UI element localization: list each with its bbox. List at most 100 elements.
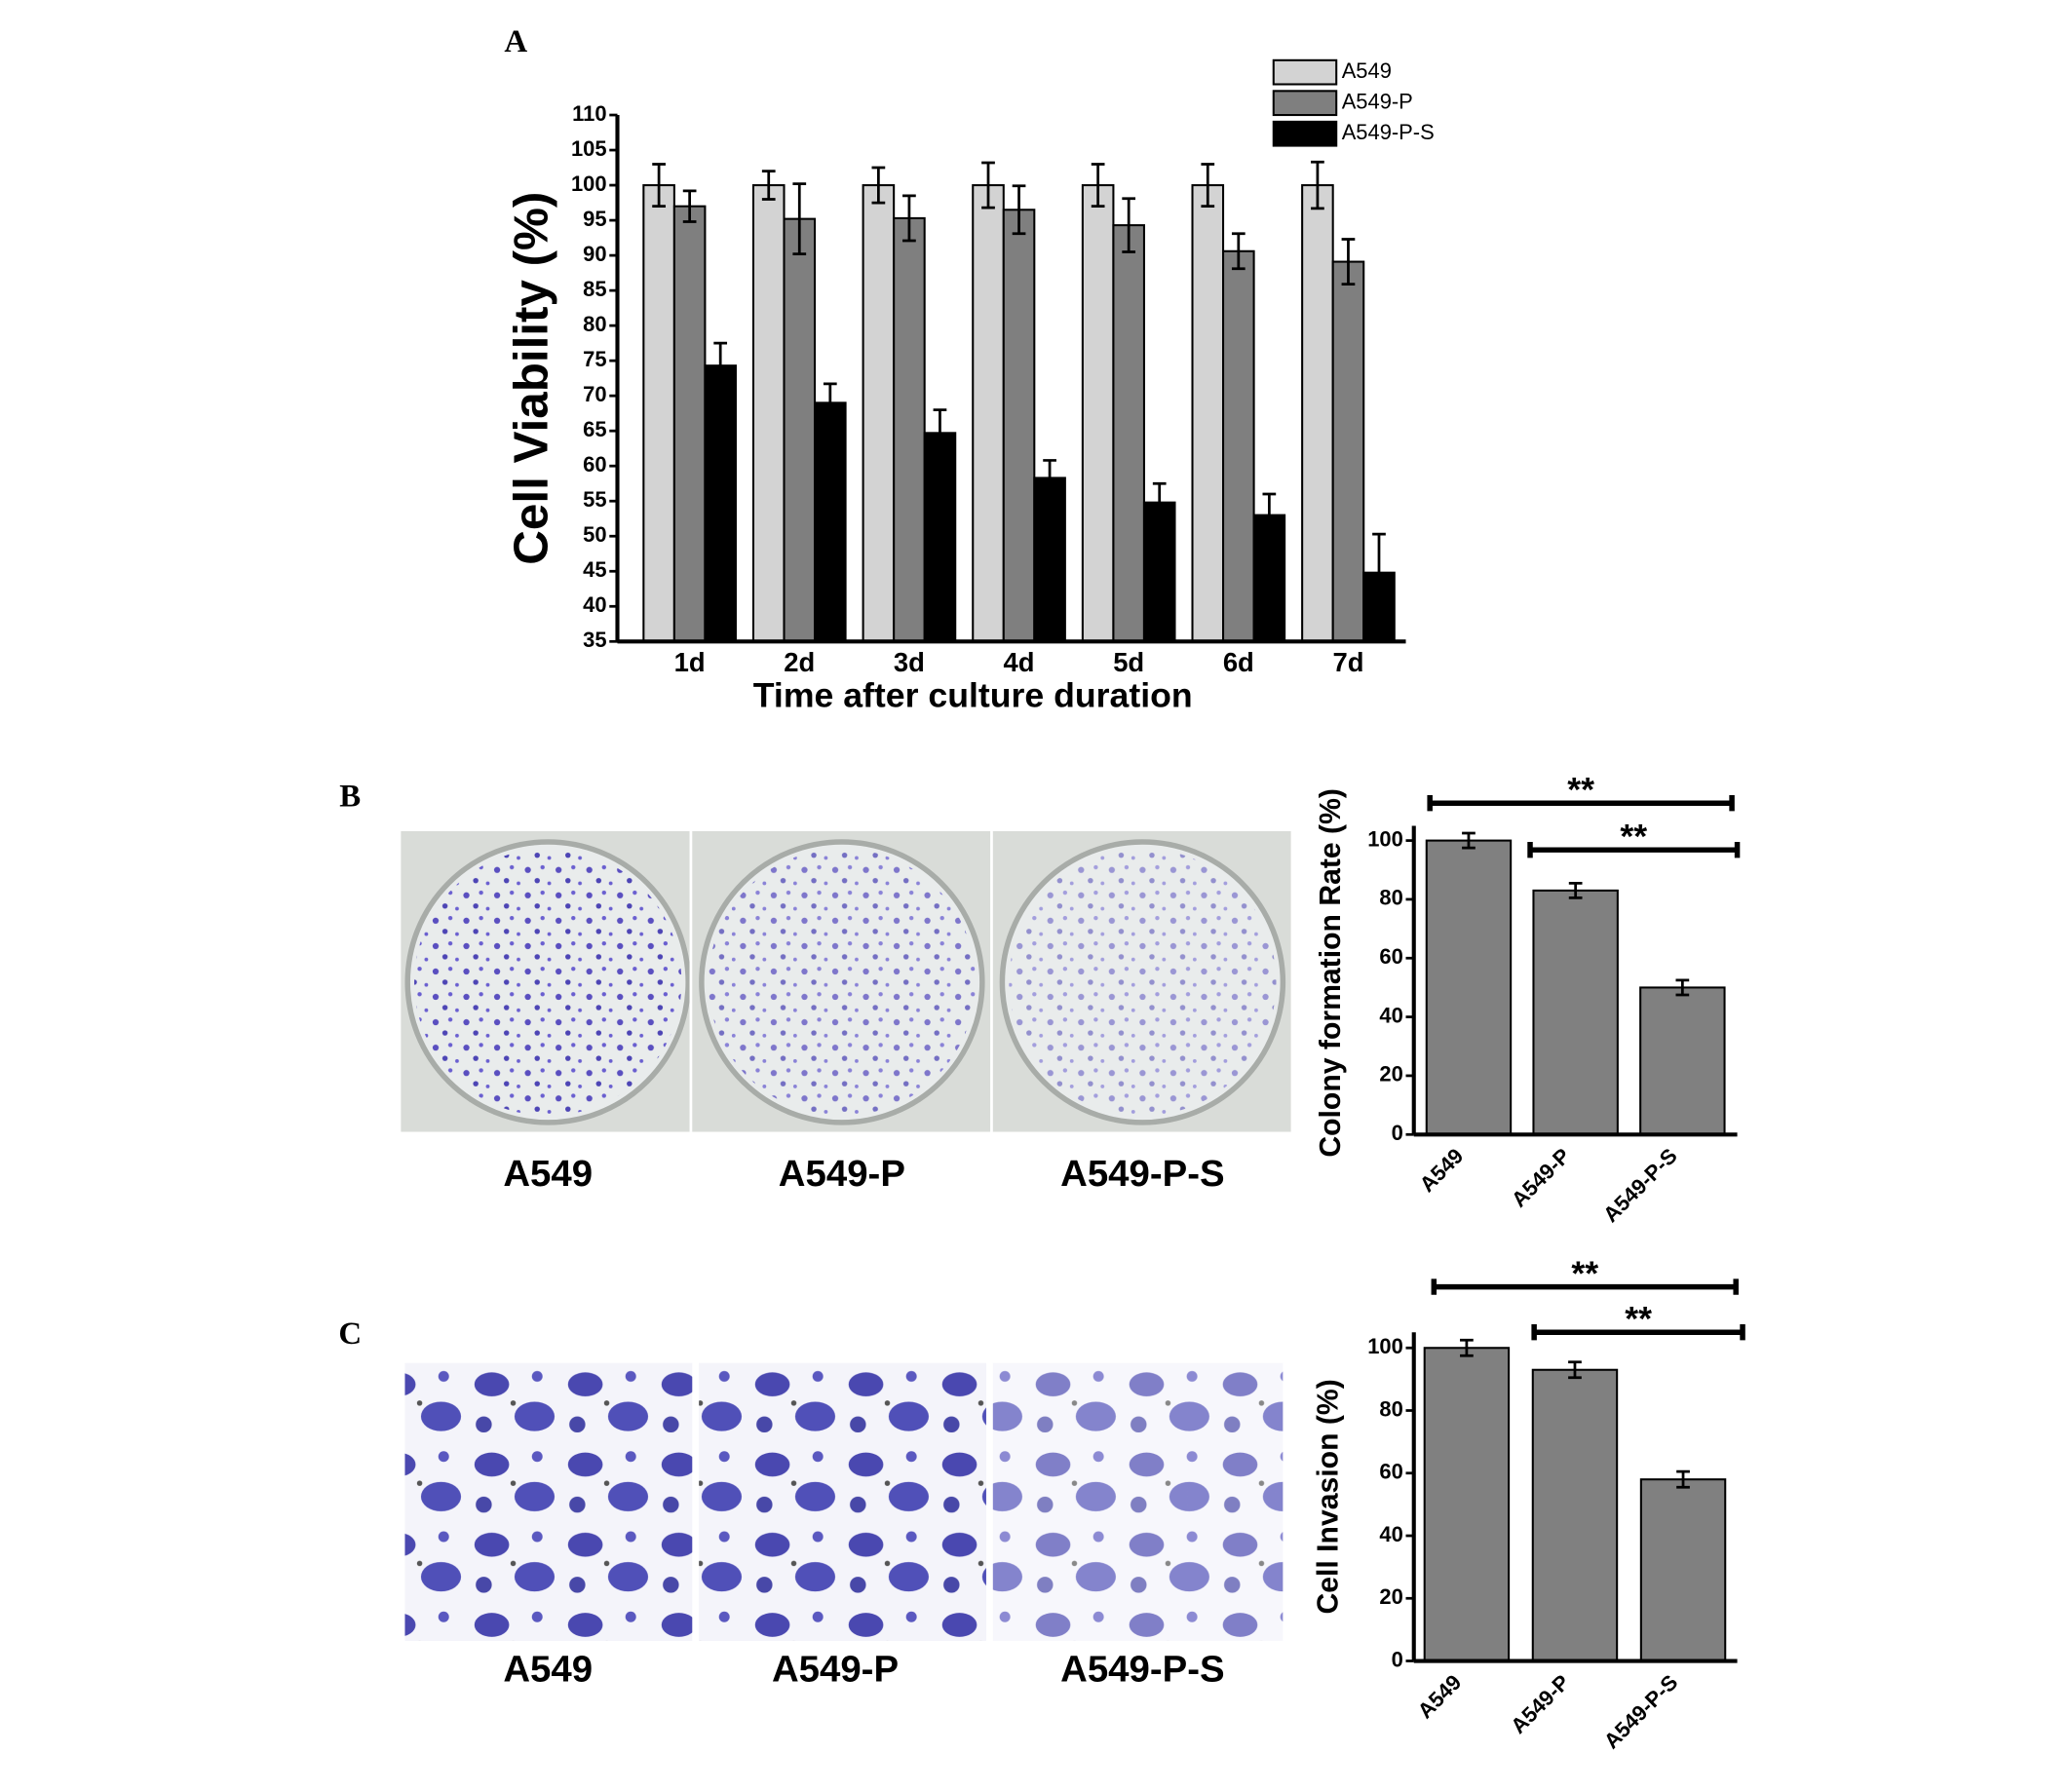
y-tick-label: 60 xyxy=(583,452,606,477)
y-tick-label: 60 xyxy=(1379,1460,1402,1484)
invasion-photos xyxy=(404,1362,1284,1641)
dish-colonies xyxy=(708,848,976,1117)
y-tick-label: 85 xyxy=(583,277,606,301)
bar xyxy=(1142,501,1176,643)
x-tick-label: 4d xyxy=(1004,647,1035,677)
photo xyxy=(699,1362,986,1641)
y-axis-label: Cell Invasion (%) xyxy=(1312,1379,1344,1614)
y-tick-label: 90 xyxy=(583,242,606,266)
legend-swatch xyxy=(1272,58,1338,86)
error-bar xyxy=(1462,831,1476,850)
bar xyxy=(1081,184,1115,643)
bar xyxy=(642,184,675,643)
y-tick-label: 110 xyxy=(572,101,606,126)
image-label: A549-P-S xyxy=(1060,1649,1225,1691)
y-tick-label: 40 xyxy=(1379,1003,1402,1027)
y-tick-label: 0 xyxy=(1392,1647,1403,1671)
y-tick-label: 70 xyxy=(583,382,606,406)
error-bar xyxy=(823,382,837,424)
bar xyxy=(1423,1347,1511,1662)
bar xyxy=(1301,184,1334,643)
bar xyxy=(972,184,1005,643)
bar xyxy=(1639,986,1726,1136)
x-tick-label: 7d xyxy=(1332,647,1363,677)
photo xyxy=(404,1362,693,1641)
bar xyxy=(1639,1478,1727,1662)
legend-swatch xyxy=(1272,90,1338,117)
error-bar xyxy=(1568,1360,1582,1380)
error-bar xyxy=(761,170,776,201)
error-bar xyxy=(1311,160,1324,210)
y-tick-label: 100 xyxy=(1367,1334,1403,1358)
error-bar xyxy=(933,408,947,458)
significance-bracket xyxy=(1531,1323,1745,1341)
bar xyxy=(1002,209,1036,643)
x-tick-label: A549 xyxy=(1415,1143,1469,1197)
error-bar xyxy=(1568,881,1583,899)
significance-label: ** xyxy=(1571,1254,1598,1293)
y-tick-label: 100 xyxy=(1367,826,1403,851)
bar xyxy=(672,205,707,643)
image-label: A549-P xyxy=(779,1153,905,1195)
bar xyxy=(1531,1368,1619,1662)
error-bar xyxy=(902,194,916,243)
y-tick-label: 60 xyxy=(1379,944,1402,969)
y-tick-label: 80 xyxy=(1379,886,1402,910)
dish-colonies xyxy=(414,848,682,1117)
photo xyxy=(992,1362,1284,1641)
bar xyxy=(1112,224,1145,643)
error-bar xyxy=(792,182,807,256)
error-bar xyxy=(1231,232,1246,271)
x-tick-label: 6d xyxy=(1223,647,1254,677)
x-tick-label: A549-P-S xyxy=(1599,1670,1683,1754)
x-tick-label: 3d xyxy=(894,647,925,677)
bar xyxy=(923,432,957,643)
x-tick-label: 5d xyxy=(1113,647,1144,677)
bar xyxy=(814,401,847,643)
y-tick-label: 20 xyxy=(1379,1584,1402,1609)
error-bar xyxy=(682,189,697,223)
y-tick-label: 0 xyxy=(1392,1121,1403,1145)
bar xyxy=(1033,477,1066,643)
bar xyxy=(1425,839,1513,1136)
y-tick-label: 80 xyxy=(1379,1396,1402,1421)
error-bar xyxy=(1676,1469,1690,1489)
error-bar xyxy=(1262,492,1277,538)
legend-swatch xyxy=(1272,120,1338,147)
error-bar xyxy=(981,161,995,210)
x-tick-label: A549-P xyxy=(1506,1670,1574,1738)
significance-label: ** xyxy=(1620,818,1647,857)
y-tick-label: 50 xyxy=(583,522,606,547)
error-bar xyxy=(1372,532,1386,613)
image-label: A549-P xyxy=(772,1649,899,1691)
error-bar xyxy=(652,163,666,209)
y-tick-label: 45 xyxy=(583,557,606,582)
significance-bracket xyxy=(1427,794,1735,812)
y-tick-label: 20 xyxy=(1379,1062,1402,1087)
y-tick-label: 80 xyxy=(583,312,606,336)
bar xyxy=(1222,249,1255,643)
error-bar xyxy=(1043,459,1056,497)
bar xyxy=(1331,260,1365,643)
x-tick-label: A549-P-S xyxy=(1598,1143,1682,1227)
x-tick-label: 2d xyxy=(784,647,815,677)
error-bar xyxy=(1122,197,1136,253)
legend-label: A549 xyxy=(1342,58,1392,83)
y-tick-label: 40 xyxy=(1379,1522,1402,1546)
x-tick-label: A549-P xyxy=(1507,1143,1575,1211)
colony-photos xyxy=(401,830,1291,1132)
significance-label: ** xyxy=(1625,1300,1652,1339)
bar xyxy=(704,364,737,643)
y-tick-label: 65 xyxy=(583,417,606,441)
error-bar xyxy=(1152,481,1167,523)
bar xyxy=(862,184,896,643)
y-tick-label: 40 xyxy=(583,592,606,617)
y-tick-label: 55 xyxy=(583,487,606,512)
y-axis-label: Cell Viability (%) xyxy=(505,192,558,565)
bar xyxy=(751,184,786,643)
legend-label: A549-P-S xyxy=(1342,120,1435,144)
bar xyxy=(1532,889,1619,1136)
panel-label: A xyxy=(504,24,527,59)
y-tick-label: 105 xyxy=(571,136,607,161)
